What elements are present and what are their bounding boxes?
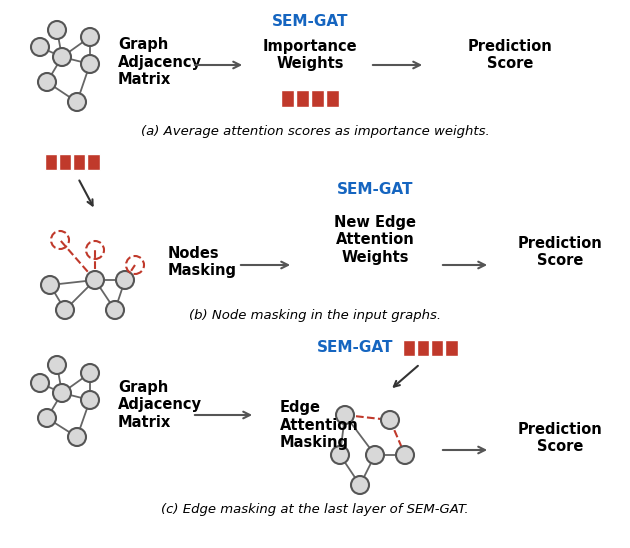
Bar [311,89,324,106]
Bar [45,154,57,170]
Circle shape [68,93,86,111]
Text: (c) Edge masking at the last layer of SEM-GAT.: (c) Edge masking at the last layer of SE… [161,504,469,517]
Text: SEM-GAT: SEM-GAT [272,14,348,30]
Bar [59,154,71,170]
Circle shape [68,428,86,446]
Circle shape [38,73,56,91]
Circle shape [81,391,99,409]
Bar [431,340,444,356]
Circle shape [336,406,354,424]
Circle shape [381,411,399,429]
Text: Prediction
Score: Prediction Score [518,236,602,268]
Text: Edge
Attention
Masking: Edge Attention Masking [280,400,358,450]
Circle shape [86,271,104,289]
Text: Importance
Weights: Importance Weights [263,39,357,71]
Text: New Edge
Attention
Weights: New Edge Attention Weights [334,215,416,265]
Circle shape [81,364,99,382]
Bar [73,154,85,170]
Text: Nodes
Masking: Nodes Masking [168,246,237,278]
Circle shape [38,409,56,427]
Text: Graph
Adjacency
Matrix: Graph Adjacency Matrix [118,380,202,430]
Text: Graph
Adjacency
Matrix: Graph Adjacency Matrix [118,37,202,87]
Text: Prediction
Score: Prediction Score [518,422,602,454]
Text: (a) Average attention scores as importance weights.: (a) Average attention scores as importan… [140,125,490,139]
Circle shape [396,446,414,464]
Circle shape [351,476,369,494]
Circle shape [81,55,99,73]
Circle shape [41,276,59,294]
Circle shape [331,446,349,464]
Bar [326,89,339,106]
Text: Prediction
Score: Prediction Score [467,39,553,71]
Circle shape [56,301,74,319]
Text: SEM-GAT: SEM-GAT [337,182,413,197]
Bar [281,89,294,106]
Circle shape [53,384,71,402]
Bar [87,154,100,170]
Circle shape [53,48,71,66]
Text: SEM-GAT: SEM-GAT [317,340,393,356]
Circle shape [81,28,99,46]
Circle shape [106,301,124,319]
Circle shape [366,446,384,464]
Bar [296,89,309,106]
Bar [417,340,429,356]
Text: (b) Node masking in the input graphs.: (b) Node masking in the input graphs. [189,309,441,322]
Circle shape [48,21,66,39]
Circle shape [31,38,49,56]
Circle shape [116,271,134,289]
Bar [445,340,457,356]
Bar [403,340,415,356]
Circle shape [48,356,66,374]
Circle shape [31,374,49,392]
